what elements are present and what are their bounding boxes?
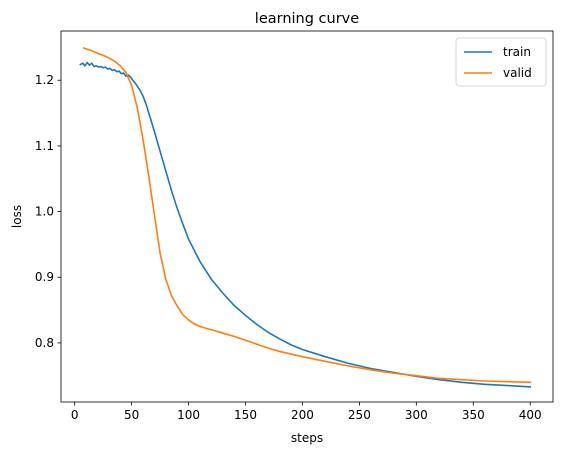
series-line-train [79,61,532,388]
x-tick-label: 350 [462,408,485,422]
y-tick-label: 0.8 [35,336,54,350]
legend-label-train: train [503,45,531,59]
axes-frame [60,30,554,403]
x-tick-label: 300 [405,408,428,422]
x-tick-label: 150 [234,408,257,422]
x-tick-label: 50 [124,408,139,422]
y-tick-label: 1.2 [35,73,54,87]
x-axis-title: steps [291,431,323,445]
x-tick-label: 400 [519,408,542,422]
x-tick-label: 200 [291,408,314,422]
axes: 0 50 100 150 200 250 300 350 400 0.8 0.9 1.0 1.1 1.2 [35,30,554,422]
legend: train valid [455,37,547,87]
x-tick-label: 250 [348,408,371,422]
legend-label-valid: valid [503,66,532,80]
chart-title: learning curve [255,11,359,27]
y-tick-label: 1.0 [35,205,54,219]
legend-box [455,37,547,87]
x-tick-label: 0 [71,408,79,422]
series-line-valid [82,47,532,384]
plot-area [79,47,532,388]
y-axis-title: loss [10,205,24,228]
x-tick-label: 100 [177,408,200,422]
y-tick-label: 0.9 [35,270,54,284]
y-tick-label: 1.1 [35,139,54,153]
